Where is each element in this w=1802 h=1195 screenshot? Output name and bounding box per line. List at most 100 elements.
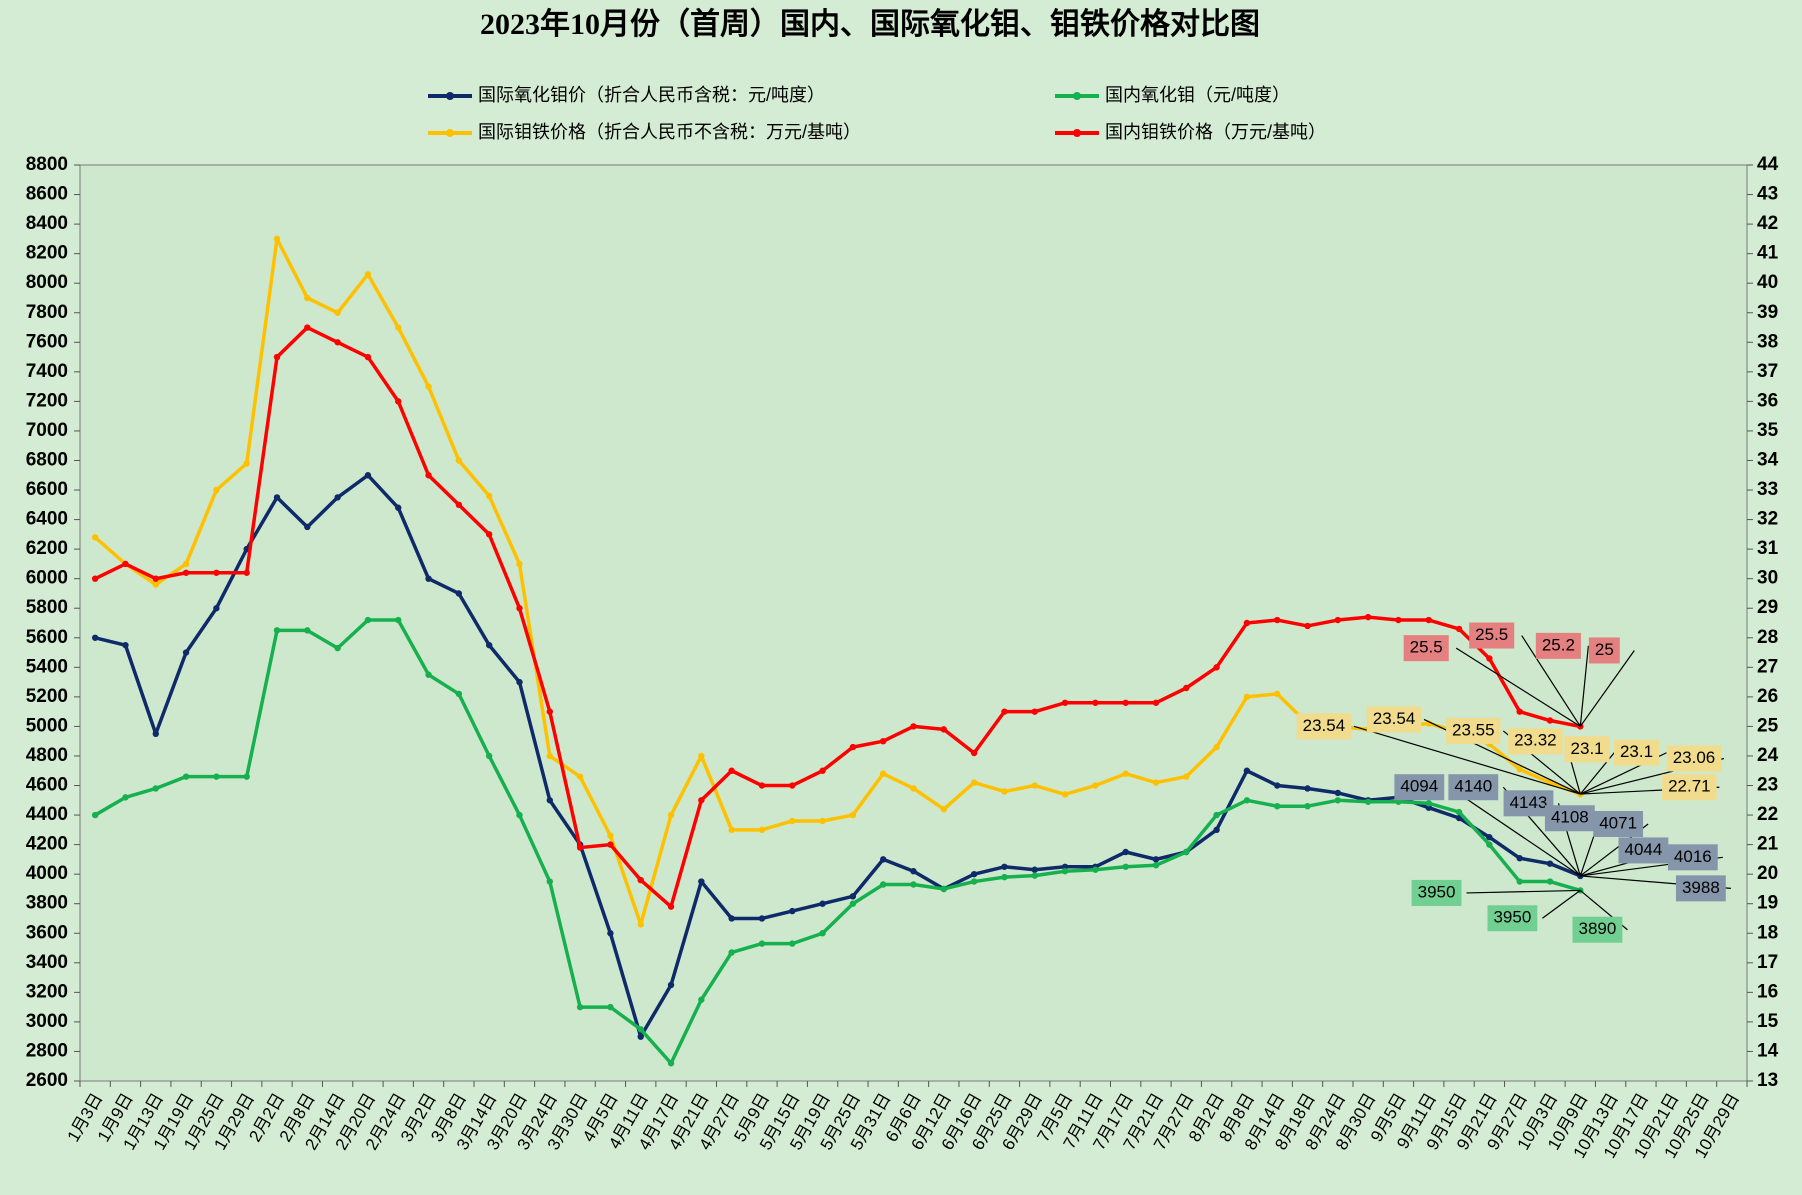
point bbox=[879, 737, 887, 745]
y2-tick-label: 33 bbox=[1757, 479, 1778, 500]
point bbox=[879, 856, 887, 863]
y-tick-label: 6000 bbox=[26, 568, 68, 589]
point bbox=[364, 271, 372, 278]
y-tick-label: 8600 bbox=[26, 184, 68, 205]
data-label-box bbox=[1618, 837, 1669, 864]
y2-tick-label: 14 bbox=[1757, 1040, 1779, 1061]
point bbox=[455, 501, 463, 509]
point bbox=[970, 870, 978, 878]
point bbox=[576, 844, 584, 851]
y2-tick-label: 30 bbox=[1757, 568, 1778, 589]
point bbox=[304, 294, 311, 302]
point bbox=[849, 811, 857, 819]
y-tick-label: 5400 bbox=[26, 656, 68, 677]
point bbox=[334, 309, 341, 316]
point bbox=[1061, 863, 1069, 870]
point bbox=[243, 773, 250, 780]
point bbox=[1455, 814, 1463, 822]
y2-tick-label: 28 bbox=[1757, 627, 1778, 648]
point bbox=[940, 805, 948, 813]
data-label-box bbox=[1469, 622, 1515, 649]
point bbox=[273, 353, 281, 361]
data-label-box bbox=[1564, 736, 1610, 763]
label-leader bbox=[1466, 889, 1581, 894]
point bbox=[1031, 866, 1038, 873]
point bbox=[910, 723, 917, 730]
point bbox=[1274, 690, 1281, 698]
data-label: 3950 bbox=[1418, 882, 1456, 901]
point bbox=[1183, 848, 1190, 856]
data-label: 4140 bbox=[1454, 777, 1492, 796]
point bbox=[1243, 797, 1251, 804]
point bbox=[1425, 804, 1432, 811]
point bbox=[1031, 872, 1038, 879]
point bbox=[304, 627, 311, 634]
data-label-box bbox=[1448, 774, 1499, 801]
data-label-box bbox=[1296, 713, 1352, 740]
point bbox=[485, 752, 493, 760]
data-label: 4016 bbox=[1674, 847, 1712, 866]
data-label-box bbox=[1394, 774, 1445, 801]
y2-tick-label: 41 bbox=[1757, 243, 1779, 264]
label-leader bbox=[1542, 889, 1581, 919]
point bbox=[182, 560, 190, 568]
data-label: 3890 bbox=[1579, 919, 1617, 938]
point bbox=[879, 881, 887, 888]
data-label: 23.32 bbox=[1514, 731, 1557, 750]
point bbox=[1546, 717, 1554, 724]
point bbox=[698, 878, 705, 885]
y-tick-label: 3800 bbox=[26, 893, 68, 914]
point bbox=[607, 841, 614, 848]
y2-tick-label: 23 bbox=[1757, 775, 1778, 796]
point bbox=[546, 708, 553, 715]
point bbox=[1061, 791, 1069, 798]
point bbox=[1546, 878, 1554, 885]
data-label-box bbox=[1535, 632, 1581, 659]
point bbox=[425, 383, 432, 390]
point bbox=[1122, 770, 1129, 777]
point bbox=[728, 949, 735, 956]
data-label: 3988 bbox=[1682, 878, 1720, 897]
point bbox=[819, 817, 826, 825]
y-tick-label: 8000 bbox=[26, 272, 68, 293]
y2-tick-label: 16 bbox=[1757, 981, 1778, 1002]
y-tick-label: 4200 bbox=[26, 834, 68, 855]
point bbox=[546, 797, 553, 804]
data-label-box bbox=[1666, 745, 1722, 772]
point bbox=[1516, 766, 1523, 773]
data-label: 25 bbox=[1595, 640, 1614, 659]
y2-tick-label: 13 bbox=[1757, 1070, 1778, 1091]
label-leader bbox=[1579, 645, 1589, 727]
point bbox=[970, 878, 978, 885]
point bbox=[91, 634, 99, 641]
data-label-box bbox=[1508, 728, 1563, 755]
point bbox=[395, 504, 402, 511]
point bbox=[1213, 826, 1220, 834]
point bbox=[1486, 834, 1493, 841]
data-label: 4143 bbox=[1510, 793, 1548, 812]
y2-tick-label: 40 bbox=[1757, 272, 1778, 293]
point bbox=[485, 492, 493, 500]
point bbox=[455, 590, 463, 597]
point bbox=[910, 881, 917, 888]
y-tick-label: 6200 bbox=[26, 538, 68, 559]
point bbox=[758, 940, 766, 947]
point bbox=[758, 915, 766, 922]
series-line bbox=[94, 618, 1581, 1066]
point bbox=[455, 690, 463, 698]
y-tick-label: 5200 bbox=[26, 686, 68, 707]
data-label-box bbox=[1487, 905, 1538, 932]
y2-tick-label: 43 bbox=[1757, 184, 1778, 205]
data-label: 23.06 bbox=[1673, 748, 1716, 767]
point bbox=[1364, 798, 1372, 805]
point bbox=[637, 1026, 644, 1033]
point bbox=[334, 494, 341, 501]
y2-tick-label: 37 bbox=[1757, 361, 1778, 382]
label-leader bbox=[1579, 748, 1618, 795]
point bbox=[667, 1060, 675, 1067]
point bbox=[364, 616, 372, 624]
point bbox=[1092, 866, 1099, 873]
y2-tick-label: 25 bbox=[1757, 715, 1779, 736]
point bbox=[273, 494, 281, 501]
legend-label: 国内钼铁价格（万元/基吨） bbox=[1105, 122, 1326, 142]
